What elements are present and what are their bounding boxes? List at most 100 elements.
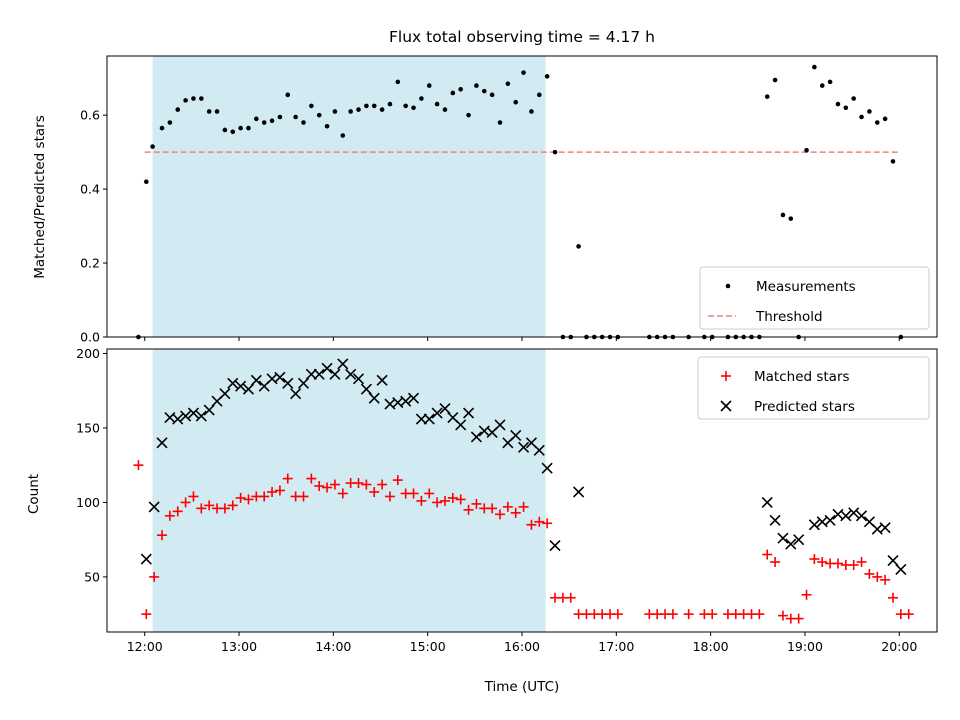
top-measurements-point-17 — [269, 118, 275, 124]
top-measurements-point-33 — [395, 79, 401, 85]
top-measurements-point-47 — [505, 81, 511, 87]
bottom-matched-stars-point-68 — [707, 609, 718, 620]
top-measurements-point-22 — [309, 103, 314, 109]
bottom-predicted-stars-point-38 — [439, 403, 451, 415]
bottom-predicted-stars-point-50 — [533, 444, 545, 456]
top-measurements-point-52 — [544, 74, 550, 79]
bottom-predicted-stars-point-63 — [840, 510, 852, 522]
top-measurements-point-1 — [143, 179, 149, 185]
bottom-matched-stars-point-85 — [848, 559, 859, 570]
bottom-legend-matched-stars-marker — [721, 371, 731, 381]
bottom-predicted-stars-point-8 — [203, 404, 215, 416]
top-measurements-point-7 — [191, 96, 196, 101]
bottom-matched-stars-point-24 — [322, 482, 333, 493]
bottom-predicted-stars-point-30 — [376, 374, 388, 386]
bottom-predicted-stars-point-12 — [235, 380, 247, 392]
bottom-matched-stars-point-14 — [243, 494, 254, 505]
top-measurements-point-8 — [199, 96, 204, 101]
top-measurements-point-85 — [851, 96, 856, 101]
bottom-matched-stars-point-29 — [361, 479, 372, 490]
top-measurements-point-36 — [419, 96, 424, 101]
top-measurements-point-31 — [379, 107, 385, 112]
bottom-predicted-stars-point-10 — [219, 388, 231, 400]
bottom-matched-stars-point-22 — [306, 473, 317, 484]
bottom-matched-stars-point-16 — [259, 491, 270, 502]
top-measurements-point-82 — [827, 79, 833, 85]
bottom-predicted-stars-point-14 — [250, 374, 262, 386]
top-measurements-point-21 — [301, 120, 306, 125]
bottom-predicted-stars-point-69 — [887, 554, 899, 567]
bottom-predicted-stars-point-29 — [368, 392, 380, 404]
top-measurements-point-19 — [285, 92, 291, 98]
top-measurements-point-53 — [552, 149, 558, 155]
bottom-legend: Matched stars Predicted stars — [697, 356, 930, 420]
bottom-predicted-stars-point-35 — [415, 413, 427, 425]
top-measurements-point-35 — [411, 105, 416, 111]
bottom-matched-stars-point-92 — [903, 609, 914, 620]
bottom-predicted-stars-point-59 — [808, 519, 820, 531]
bottom-legend-predicted-stars-label: Predicted stars — [754, 399, 855, 415]
bottom-y-axis-label: Count — [26, 474, 42, 514]
bottom-predicted-stars-point-48 — [518, 441, 530, 453]
x-tick-label-7: 19:00 — [787, 639, 823, 654]
top-legend-measurements-label: Measurements — [756, 279, 856, 295]
top-measurements-point-38 — [434, 101, 440, 107]
x-tick-label-6: 18:00 — [693, 639, 729, 654]
bottom-predicted-stars-point-56 — [777, 532, 789, 544]
bottom-matched-stars-point-42 — [463, 504, 474, 515]
bottom-matched-stars-point-49 — [518, 501, 529, 512]
x-tick-label-5: 17:00 — [598, 639, 634, 654]
top-measurements-point-46 — [497, 120, 503, 125]
top-measurements-point-75 — [772, 77, 778, 83]
top-y-tick-label-1: 0.2 — [80, 256, 100, 271]
bottom-predicted-stars-point-41 — [462, 407, 475, 419]
bottom-matched-stars-point-2 — [149, 571, 160, 582]
bottom-predicted-stars-point-5 — [180, 410, 192, 422]
top-measurements-point-12 — [230, 129, 236, 135]
bottom-matched-stars-point-65 — [667, 609, 678, 620]
top-measurements-point-45 — [489, 92, 495, 98]
bottom-matched-stars-point-76 — [777, 610, 788, 621]
top-y-tick-label-2: 0.4 — [80, 182, 100, 197]
top-measurements-point-32 — [387, 101, 393, 107]
bottom-matched-stars-point-79 — [801, 589, 812, 600]
top-measurements-point-50 — [529, 109, 534, 114]
bottom-predicted-stars-point-45 — [494, 419, 506, 431]
bottom-matched-stars-point-37 — [424, 488, 435, 499]
top-measurements-point-28 — [356, 107, 361, 112]
bottom-predicted-stars-point-7 — [195, 410, 207, 422]
bottom-matched-stars-point-35 — [408, 488, 419, 499]
bottom-matched-stars-point-1 — [141, 609, 152, 620]
top-measurements-point-34 — [403, 103, 408, 109]
bottom-predicted-stars-point-17 — [274, 371, 286, 383]
bottom-predicted-stars-point-53 — [573, 486, 585, 498]
top-measurements-point-39 — [442, 107, 448, 112]
bottom-predicted-stars-point-37 — [431, 407, 443, 419]
bottom-predicted-stars-point-20 — [297, 377, 310, 389]
top-measurements-point-20 — [293, 114, 298, 120]
bottom-matched-stars-point-41 — [455, 494, 466, 505]
top-panel-ratio: 0.0 0.2 0.4 0.6 Measurements Threshold — [80, 55, 938, 345]
bottom-matched-stars-point-8 — [196, 503, 207, 514]
bottom-matched-stars-point-18 — [274, 485, 285, 496]
bottom-matched-stars-point-0 — [133, 460, 144, 471]
bottom-predicted-stars-point-33 — [400, 395, 412, 407]
bottom-predicted-stars-point-0 — [140, 553, 152, 565]
bottom-predicted-stars-point-70 — [895, 563, 907, 576]
top-y-tick-label-0: 0.0 — [80, 330, 100, 345]
bottom-legend-matched-stars-label: Matched stars — [754, 369, 850, 385]
bottom-matched-stars-point-12 — [227, 500, 238, 511]
bottom-matched-stars-point-66 — [683, 609, 694, 620]
bottom-matched-stars-point-81 — [817, 556, 828, 567]
bottom-predicted-stars-point-4 — [172, 413, 184, 425]
top-measurements-point-42 — [466, 112, 471, 118]
bottom-predicted-stars-point-61 — [824, 514, 836, 526]
bottom-predicted-stars-point-47 — [510, 429, 522, 441]
top-legend-threshold-label: Threshold — [755, 309, 823, 325]
bottom-matched-stars-point-33 — [392, 475, 403, 486]
bottom-y-tick-label-0: 50 — [84, 569, 100, 584]
top-measurements-point-15 — [254, 116, 259, 122]
top-measurements-point-81 — [819, 83, 825, 88]
top-y-axis-label: Matched/Predicted stars — [32, 115, 48, 278]
bottom-matched-stars-point-73 — [754, 609, 765, 620]
